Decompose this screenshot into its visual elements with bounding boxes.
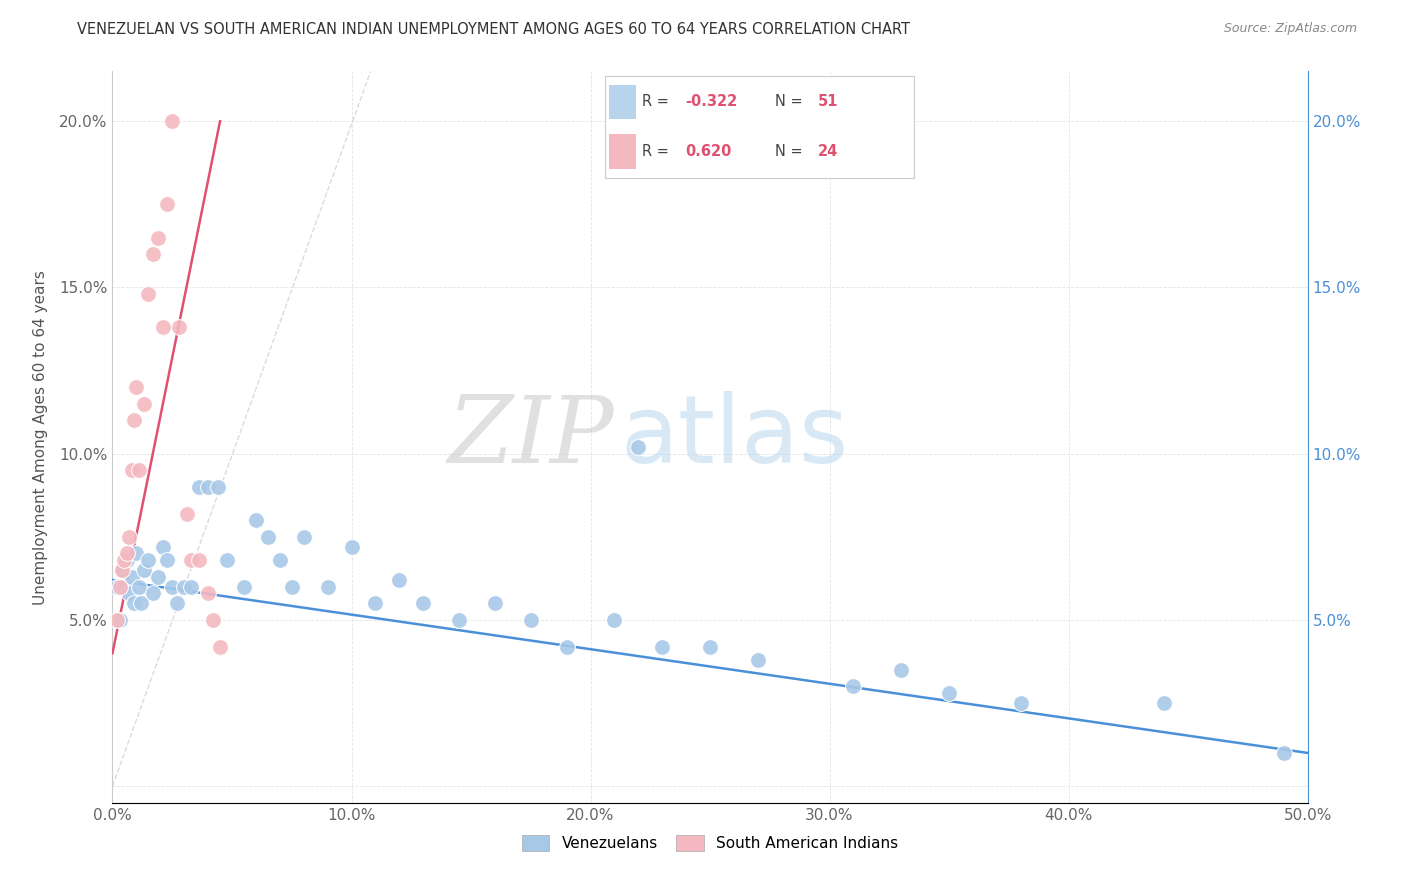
- Point: [316, 580, 339, 594]
- Point: [245, 513, 267, 527]
- Point: [197, 586, 219, 600]
- Point: [114, 580, 135, 594]
- Point: [111, 563, 134, 577]
- Point: [156, 553, 179, 567]
- Point: [217, 553, 239, 567]
- Point: [187, 480, 209, 494]
- Point: [128, 463, 150, 477]
- Point: [1010, 696, 1032, 710]
- Point: [121, 463, 143, 477]
- Point: [269, 553, 291, 567]
- Text: VENEZUELAN VS SOUTH AMERICAN INDIAN UNEMPLOYMENT AMONG AGES 60 TO 64 YEARS CORRE: VENEZUELAN VS SOUTH AMERICAN INDIAN UNEM…: [77, 22, 910, 37]
- Text: R =: R =: [641, 95, 669, 110]
- Point: [555, 640, 578, 654]
- Point: [121, 570, 143, 584]
- Point: [281, 580, 304, 594]
- Point: [890, 663, 912, 677]
- Text: N =: N =: [775, 145, 803, 160]
- Text: atlas: atlas: [620, 391, 849, 483]
- Point: [146, 230, 169, 244]
- Text: R =: R =: [641, 145, 669, 160]
- Point: [842, 680, 865, 694]
- Point: [699, 640, 721, 654]
- Point: [187, 553, 209, 567]
- Point: [114, 553, 135, 567]
- Point: [412, 596, 434, 610]
- Point: [209, 640, 232, 654]
- Point: [152, 320, 174, 334]
- Point: [118, 530, 141, 544]
- Point: [162, 580, 183, 594]
- Point: [122, 413, 145, 427]
- FancyBboxPatch shape: [609, 135, 636, 169]
- Point: [115, 546, 138, 560]
- Point: [125, 546, 148, 560]
- Point: [388, 573, 411, 587]
- Text: 24: 24: [818, 145, 838, 160]
- Point: [207, 480, 229, 494]
- Point: [364, 596, 387, 610]
- Point: [938, 686, 960, 700]
- Point: [128, 580, 150, 594]
- Point: [197, 480, 219, 494]
- Point: [152, 540, 174, 554]
- Text: Source: ZipAtlas.com: Source: ZipAtlas.com: [1223, 22, 1357, 36]
- Text: N =: N =: [775, 95, 803, 110]
- Point: [1153, 696, 1175, 710]
- Point: [108, 580, 131, 594]
- Point: [105, 580, 128, 594]
- Point: [108, 613, 131, 627]
- Point: [105, 613, 128, 627]
- Point: [138, 287, 160, 301]
- Point: [166, 596, 188, 610]
- Point: [233, 580, 256, 594]
- Point: [118, 586, 141, 600]
- Legend: Venezuelans, South American Indians: Venezuelans, South American Indians: [516, 830, 904, 857]
- Text: 51: 51: [818, 95, 838, 110]
- Point: [201, 613, 224, 627]
- Point: [146, 570, 169, 584]
- Point: [484, 596, 506, 610]
- Point: [156, 197, 179, 211]
- Point: [1272, 746, 1295, 760]
- Point: [162, 114, 183, 128]
- Y-axis label: Unemployment Among Ages 60 to 64 years: Unemployment Among Ages 60 to 64 years: [34, 269, 48, 605]
- Point: [257, 530, 280, 544]
- Point: [122, 596, 145, 610]
- Point: [747, 653, 769, 667]
- Point: [447, 613, 470, 627]
- Point: [115, 553, 138, 567]
- FancyBboxPatch shape: [609, 85, 636, 120]
- Point: [627, 440, 650, 454]
- Point: [651, 640, 673, 654]
- Point: [125, 380, 148, 394]
- Point: [111, 563, 134, 577]
- Text: ZIP: ZIP: [447, 392, 614, 482]
- Point: [340, 540, 363, 554]
- Text: 0.620: 0.620: [685, 145, 731, 160]
- Point: [132, 397, 155, 411]
- Point: [142, 247, 165, 261]
- Point: [176, 507, 198, 521]
- Point: [129, 596, 152, 610]
- Point: [138, 553, 160, 567]
- Point: [142, 586, 165, 600]
- Point: [292, 530, 315, 544]
- Point: [132, 563, 155, 577]
- Point: [180, 580, 202, 594]
- Text: -0.322: -0.322: [685, 95, 737, 110]
- Point: [180, 553, 202, 567]
- Point: [520, 613, 543, 627]
- Point: [173, 580, 195, 594]
- Point: [169, 320, 191, 334]
- Point: [603, 613, 626, 627]
